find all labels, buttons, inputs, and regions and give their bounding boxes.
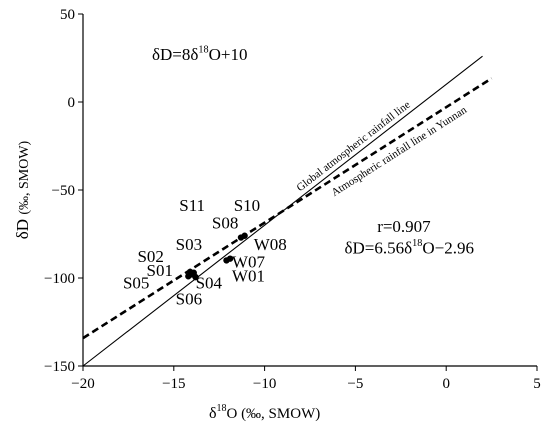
point-label: W08 [254,235,287,254]
y-tick-label: 0 [68,95,76,111]
y-tick-label: −50 [52,183,75,199]
point-label: S11 [179,196,205,215]
point-label: W01 [232,267,265,286]
point-label: S05 [123,274,149,293]
point-label: S08 [212,214,238,233]
data-point [241,232,248,239]
point-label: S02 [137,247,163,266]
data-points [185,232,248,281]
data-point [192,273,199,281]
point-label: S03 [176,235,202,254]
y-axis-label: δD (‰, SMOW) [13,140,32,239]
x-tick-label: 5 [533,376,541,392]
correlation-text: r=0.907 [377,217,431,236]
point-label: S10 [234,196,260,215]
x-axis-label: δ18O (‰, SMOW) [209,403,320,422]
y-tick-label: −150 [44,359,75,375]
point-label: S01 [147,261,173,280]
x-tick-label: −20 [71,376,94,392]
point-label: S06 [176,289,202,308]
y-tick-label: 50 [60,7,75,23]
x-tick-label: −15 [162,376,185,392]
reference-lines: Global atmospheric rainfall lineAtmosphe… [82,55,493,367]
fit-equation: δD=6.56δ18O−2.96 [345,238,474,257]
x-tick-label: −10 [253,376,276,392]
data-point [226,255,234,262]
gmwl-equation: δD=8δ18O+10 [152,45,247,64]
x-tick-label: 0 [442,376,450,392]
data-point [186,268,194,276]
y-tick-label: −100 [44,271,75,287]
point-label: W07 [232,252,266,271]
point-label: S04 [196,274,223,293]
x-tick-label: −5 [347,376,363,392]
local-meteoric-water-line [82,77,493,340]
